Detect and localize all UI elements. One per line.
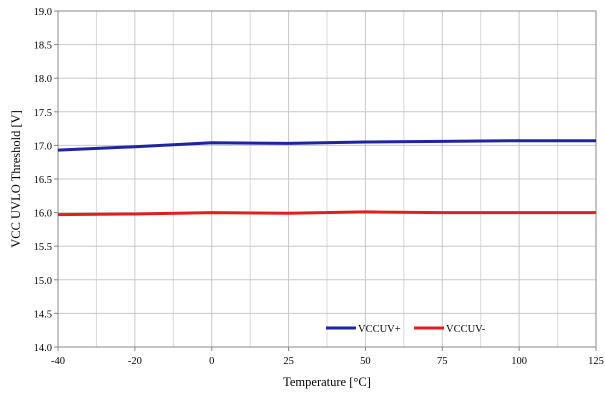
y-tick-label: 15.5 [34,242,52,253]
legend: VCCUV+ VCCUV- [326,324,486,335]
legend-label: VCCUV+ [358,324,401,335]
y-tick-label: 16.0 [34,209,52,220]
x-tick-label: 50 [360,356,371,367]
x-tick-label: 100 [511,356,527,367]
y-tick-label: 16.5 [34,175,52,186]
x-tick-label: 125 [588,356,604,367]
x-tick-label: -20 [128,356,142,367]
y-axis: 14.0 14.5 15.0 15.5 16.0 16.5 17.0 17.5 18.0 18.5… [34,7,58,354]
y-tick-label: 14.0 [34,343,52,354]
y-tick-label: 18.0 [34,74,52,85]
y-tick-label: 17.5 [34,108,52,119]
grid [58,11,596,347]
y-tick-label: 15.0 [34,276,52,287]
y-tick-label: 17.0 [34,141,52,152]
y-tick-label: 18.5 [34,41,52,52]
x-tick-label: 0 [209,356,214,367]
legend-label: VCCUV- [446,324,486,335]
x-tick-label: 75 [437,356,448,367]
y-axis-title: VCC UVLO Threshold [V] [9,110,23,248]
y-tick-label: 19.0 [34,7,52,18]
y-tick-label: 14.5 [34,309,52,320]
x-tick-label: 25 [283,356,294,367]
x-tick-label: -40 [51,356,65,367]
x-axis: -40 -20 0 25 50 75 100 125 [51,347,604,367]
x-axis-title: Temperature [°C] [283,375,371,389]
